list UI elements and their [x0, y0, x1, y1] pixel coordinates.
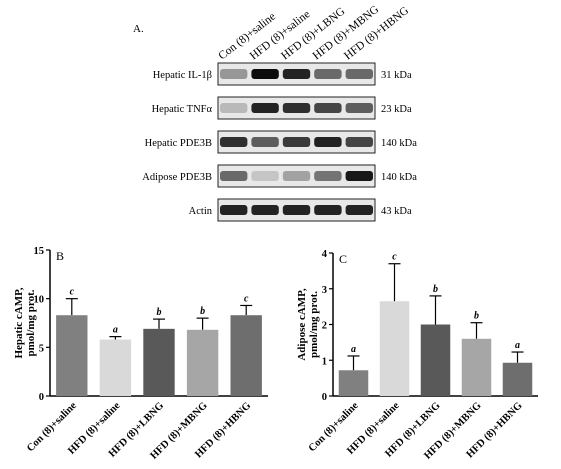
band — [314, 103, 342, 113]
kda-label: 140 kDa — [381, 172, 417, 183]
y-tick-label: 10 — [34, 295, 45, 306]
y-axis-label: Hepatic cAMP, — [13, 287, 25, 358]
significance-letter: a — [515, 340, 520, 351]
band — [282, 205, 311, 215]
bar — [230, 315, 262, 396]
y-tick-label: 3 — [322, 285, 327, 296]
band — [220, 137, 248, 147]
row-label: Hepatic TNFα — [152, 104, 213, 115]
band — [314, 69, 342, 79]
significance-letter: a — [113, 325, 118, 336]
bar — [338, 370, 369, 396]
kda-label: 43 kDa — [381, 206, 412, 217]
y-tick-label: 1 — [322, 356, 327, 367]
y-axis-label: pmol/mg prot. — [25, 289, 37, 356]
kda-label: 31 kDa — [381, 70, 412, 81]
row-label: Actin — [189, 206, 213, 217]
bar — [420, 324, 451, 396]
y-tick-label: 2 — [322, 321, 327, 332]
band — [251, 103, 279, 113]
band — [314, 205, 342, 215]
y-tick-label: 5 — [39, 343, 44, 354]
significance-letter: b — [474, 311, 479, 322]
band — [345, 103, 373, 113]
band — [220, 171, 248, 181]
significance-letter: c — [70, 287, 75, 298]
kda-label: 23 kDa — [381, 104, 412, 115]
significance-letter: a — [351, 344, 356, 355]
band — [282, 103, 311, 113]
band — [220, 69, 248, 79]
panel-label: A. — [133, 23, 144, 35]
row-label: Hepatic PDE3B — [145, 138, 212, 149]
bar — [502, 362, 533, 396]
band — [345, 171, 373, 181]
bar — [186, 329, 219, 396]
band — [282, 137, 311, 147]
kda-label: 140 kDa — [381, 138, 417, 149]
band — [345, 69, 373, 79]
significance-letter: c — [244, 293, 249, 304]
band — [282, 171, 311, 181]
significance-letter: b — [200, 306, 205, 317]
bar — [461, 338, 492, 396]
bar — [379, 301, 410, 396]
y-axis-label: pmol/mg prot. — [308, 291, 320, 358]
y-tick-label: 0 — [322, 392, 327, 403]
band — [345, 137, 373, 147]
y-tick-label: 4 — [322, 249, 328, 260]
band — [282, 69, 311, 79]
band — [251, 69, 279, 79]
significance-letter: b — [433, 284, 438, 295]
blot-frame — [217, 164, 376, 188]
bar — [143, 328, 175, 396]
bar — [99, 339, 132, 396]
band — [220, 103, 248, 113]
band — [251, 205, 279, 215]
band — [345, 205, 373, 215]
row-label: Hepatic IL-1β — [153, 70, 212, 81]
band — [314, 171, 342, 181]
bar — [56, 315, 88, 396]
band — [251, 171, 279, 181]
significance-letter: c — [392, 252, 397, 263]
band — [251, 137, 279, 147]
y-axis-label: Adipose cAMP, — [296, 288, 308, 361]
band — [314, 137, 342, 147]
y-tick-label: 15 — [34, 246, 45, 257]
row-label: Adipose PDE3B — [142, 172, 212, 183]
panel-label: C — [339, 252, 347, 266]
panel-label: B — [56, 249, 64, 263]
y-tick-label: 0 — [39, 392, 44, 403]
significance-letter: b — [157, 307, 162, 318]
band — [220, 205, 248, 215]
